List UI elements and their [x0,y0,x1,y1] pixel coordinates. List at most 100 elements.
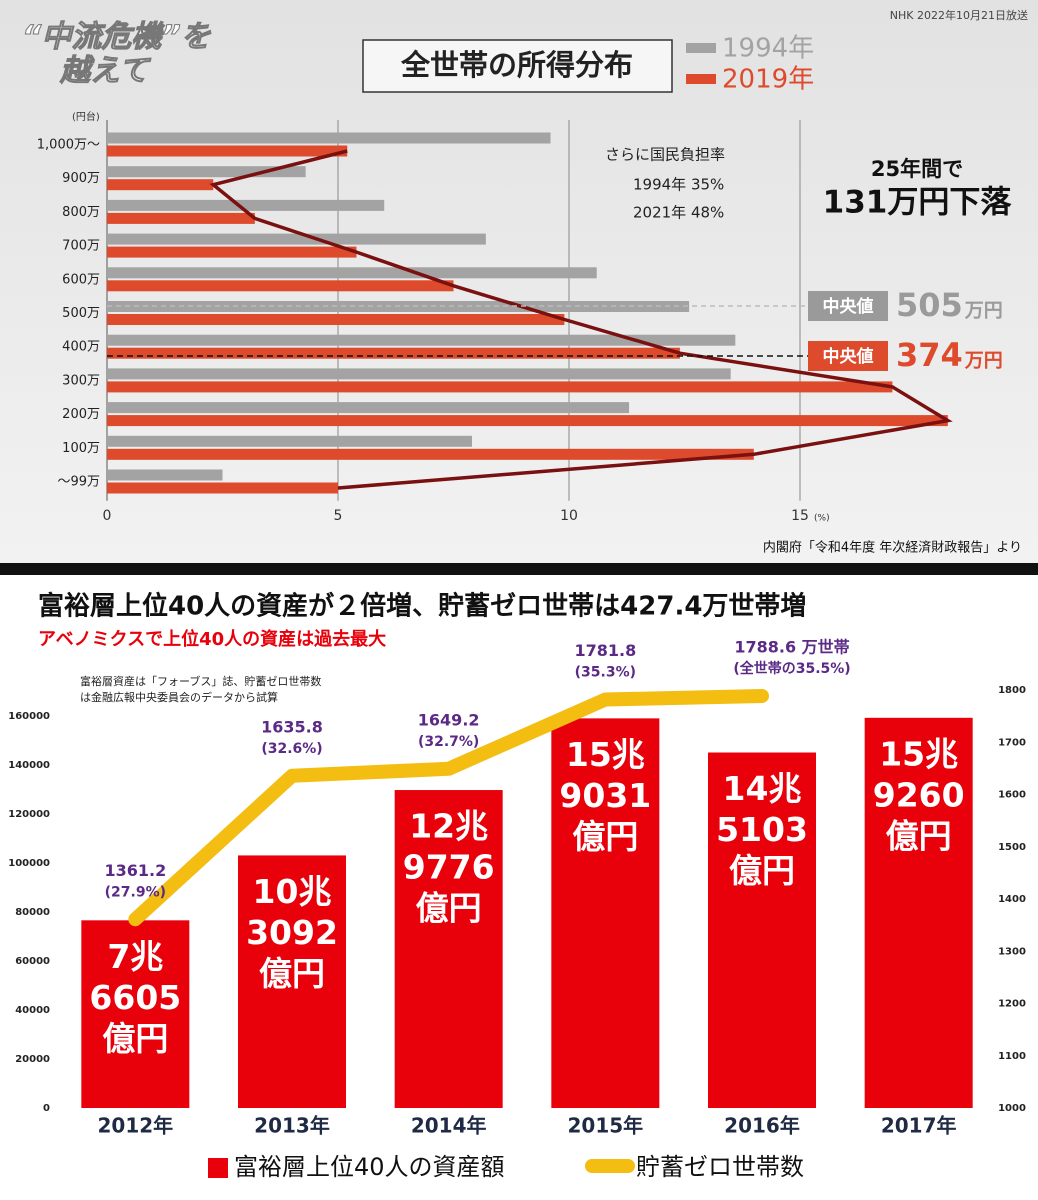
bar-value-label: 億円 [572,817,638,856]
x-tick-label: 5 [334,508,343,524]
x-tick-label: 2012年 [97,1114,173,1138]
bar [107,233,486,245]
bar [107,435,472,447]
y2-tick-label: 1000 [998,1103,1026,1114]
bar [107,145,348,157]
bar [107,368,731,380]
annotation: 1994年 35% [633,176,724,194]
median-box [808,291,888,321]
legend-swatch [208,1158,228,1178]
line-share-label: (35.3%) [575,665,636,681]
bar-value-label: 15兆 [566,735,645,774]
line-share-label: (全世帯の35.5%) [733,660,850,677]
y-tick-label: 100000 [8,858,50,869]
line-value-label: 1635.8 [261,717,323,736]
note: は金融広報中央委員会のデータから試算 [80,690,278,704]
y2-tick-label: 1600 [998,790,1026,801]
y-tick-label: 80000 [15,907,50,918]
y-tick-label: 800万 [62,205,100,220]
median-label: 中央値 [823,296,874,317]
subtitle: アベノミクスで上位40人の資産は過去最大 [38,628,386,650]
bar [107,482,338,494]
y-tick-label: 400万 [62,340,100,355]
y-tick-label: 900万 [62,171,100,186]
median-unit: 万円 [964,300,1003,322]
x-tick-label: 0 [103,508,112,524]
source: 内閣府「令和4年度 年次経済財政報告」より [763,540,1022,556]
title-box [362,39,673,93]
note: 富裕層資産は「フォーブス」誌、貯蓄ゼロ世帯数 [80,674,321,688]
bar-value-label: 3092 [246,913,338,952]
bar-value-label: 5103 [716,810,808,849]
bar [107,132,551,144]
bar [107,381,893,393]
bar [238,855,346,1108]
legend-label: 2019年 [722,65,814,95]
y2-tick-label: 1500 [998,842,1026,853]
bar-value-label: 6605 [89,978,181,1017]
bar [107,280,454,292]
line-value-label: 1788.6 万世帯 [734,637,849,656]
line-share-label: (32.6%) [261,741,322,757]
bar [81,920,190,1108]
y2-tick-label: 1400 [998,894,1026,905]
bar-value-label: 12兆 [409,807,488,846]
median-value: 505 [896,286,963,324]
bar-value-label: 14兆 [723,769,802,808]
y2-tick-label: 1700 [998,737,1026,748]
y2-tick-label: 1800 [998,685,1026,696]
bar [107,334,736,346]
legend-label: 1994年 [722,34,814,64]
bar [551,718,660,1108]
legend-label: 貯蓄ゼロ世帯数 [636,1153,804,1181]
y2-tick-label: 1100 [998,1051,1026,1062]
y-tick-label: 40000 [15,1005,50,1016]
line [128,688,769,927]
y-tick-label: 700万 [62,239,100,254]
x-tick-label: 2017年 [881,1114,957,1138]
y-tick-label: 300万 [62,373,100,388]
line-share-label: (27.9%) [105,884,166,900]
bar-value-label: 15兆 [879,734,958,773]
bar [107,267,597,279]
bar [394,790,503,1108]
bar-value-label: 9260 [873,775,965,814]
y-tick-label: 160000 [8,711,50,722]
bar [107,415,948,427]
bar-value-label: 億円 [259,954,325,993]
bar [107,402,630,414]
y-tick-label: 600万 [62,272,100,287]
x-tick-label: 15 [791,508,809,524]
legend-swatch [686,74,716,84]
bar-value-label: 億円 [416,889,482,928]
x-unit: (%) [814,514,830,524]
legend-label: 富裕層上位40人の資産額 [234,1153,505,1181]
y-tick-label: 500万 [62,306,100,321]
bar-value-label: 9031 [559,776,651,815]
x-tick-label: 2013年 [254,1114,330,1138]
bar [864,717,973,1108]
logo: 越えて [59,54,151,89]
bar-value-label: 億円 [729,851,795,890]
line-value-label: 1781.8 [574,641,636,660]
legend-swatch [686,43,716,53]
y-tick-label: ～99万 [57,475,100,490]
bar [107,347,680,359]
x-tick-label: 2016年 [724,1114,800,1138]
bar [107,179,214,191]
annotation: 131万円下落 [823,185,1013,221]
line-value-label: 1649.2 [418,710,480,729]
bar [107,448,754,460]
line-value-label: 1361.2 [104,861,166,880]
chart-title: 富裕層上位40人の資産が２倍増、貯蓄ゼロ世帯は427.4万世帯増 [38,591,806,622]
median-value: 374 [896,336,963,374]
x-tick-label: 2015年 [567,1114,643,1138]
y2-tick-label: 1300 [998,946,1026,957]
logo: “中流危機”を [22,20,212,55]
outline-line [209,149,953,490]
y-tick-label: 20000 [15,1054,50,1065]
chart-title: 全世帯の所得分布 [400,48,633,82]
median-box [808,341,888,371]
